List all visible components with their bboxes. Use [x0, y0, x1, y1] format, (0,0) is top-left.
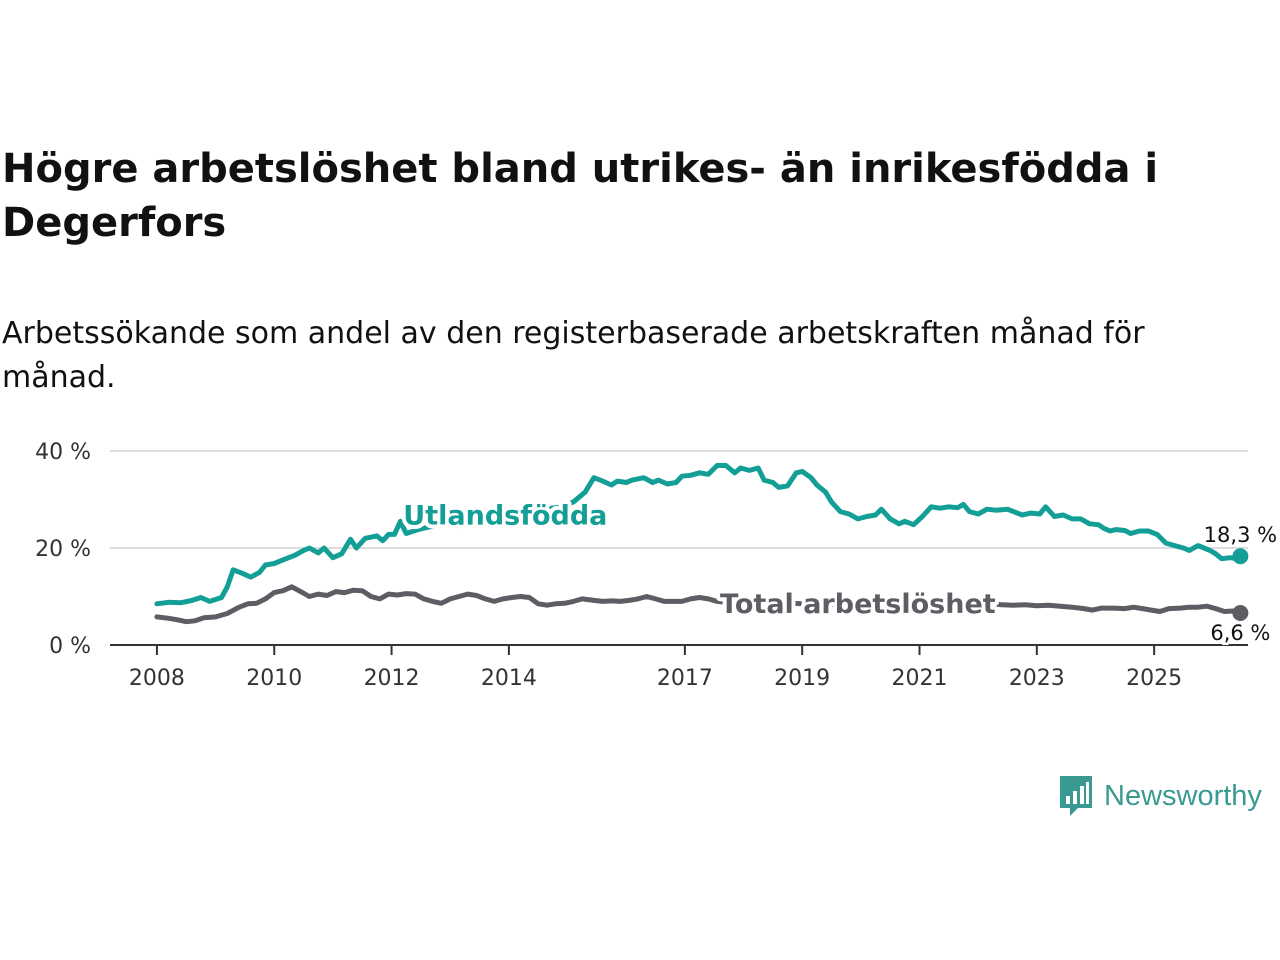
- chart-subtitle: Arbetssökande som andel av den registerb…: [2, 316, 1145, 395]
- y-tick-label: 0 %: [49, 634, 91, 659]
- series-line-utlandsfodda: [154, 463, 1243, 607]
- end-marker-total: [1232, 604, 1249, 621]
- series-line-total: [154, 584, 1243, 625]
- bar-chart-speech-bubble-icon: [1060, 776, 1092, 816]
- x-tick-label: 2025: [1126, 666, 1182, 691]
- x-tick-label: 2010: [246, 666, 302, 691]
- end-marker-utlandsfodda: [1232, 548, 1249, 565]
- end-value-label-utlandsfodda: 18,3 %: [1204, 523, 1277, 547]
- label-layer: 18,3 % 6,6 % Utlandsfödda Total arbetslöshe…: [399, 497, 1279, 648]
- axis-layer: 0 % 20 % 40 % 2008 2010 2012 2014 2017 2019 2021 2…: [35, 440, 1248, 691]
- x-tick-label: 2019: [774, 666, 830, 691]
- newsworthy-logo: Newsworthy: [1058, 774, 1262, 818]
- x-tick-label: 2017: [657, 666, 713, 691]
- end-value-label-total: 6,6 %: [1210, 621, 1270, 645]
- x-tick-label: 2008: [129, 666, 185, 691]
- x-tick-label: 2012: [364, 666, 420, 691]
- y-tick-label: 20 %: [35, 537, 91, 562]
- grid-layer: [110, 450, 1248, 549]
- series-label-utlandsfodda: Utlandsfödda: [403, 501, 607, 532]
- x-tick-label: 2021: [892, 666, 948, 691]
- line-chart: 0 % 20 % 40 % 2008 2010 2012 2014 2017 2019 2021 2…: [35, 440, 1279, 691]
- series-layer: [154, 463, 1249, 625]
- y-tick-label: 40 %: [35, 440, 91, 465]
- x-tick-label: 2023: [1009, 666, 1065, 691]
- chart-title: Högre arbetslöshet bland utrikes- än inr…: [2, 146, 1159, 246]
- series-label-total: Total arbetslöshet: [720, 589, 996, 620]
- brand-name: Newsworthy: [1104, 779, 1262, 812]
- x-tick-label: 2014: [481, 666, 537, 691]
